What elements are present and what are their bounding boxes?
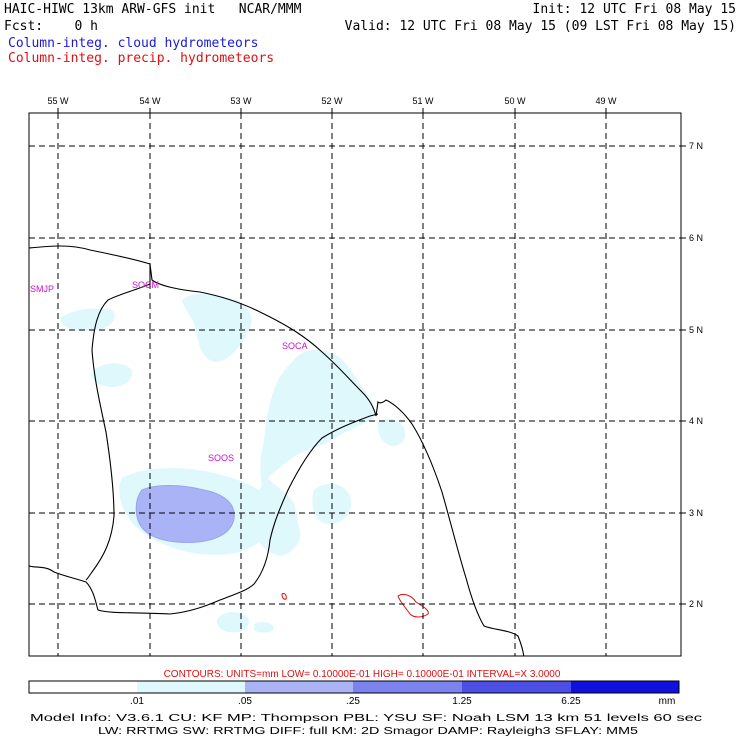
lon-label: 52 W bbox=[321, 96, 343, 106]
cloud-core-shading bbox=[135, 485, 235, 543]
plot-title: HAIC-HIWC 13km ARW-GFS init NCAR/MMM bbox=[4, 2, 302, 17]
lon-label: 49 W bbox=[595, 96, 617, 106]
contour-info: CONTOURS: UNITS=mm LOW= 0.10000E-01 HIGH… bbox=[164, 669, 561, 680]
model-info-line1: Model Info: V3.6.1 CU: KF MP: Thompson P… bbox=[30, 713, 702, 724]
lat-label: 3 N bbox=[689, 508, 703, 518]
colorbar-unit: mm bbox=[659, 696, 676, 707]
lon-label: 53 W bbox=[230, 96, 252, 106]
valid-time: Valid: 12 UTC Fri 08 May 15 (09 LST Fri … bbox=[344, 19, 736, 34]
lat-label: 4 N bbox=[689, 416, 703, 426]
station-label: SOCM bbox=[132, 280, 159, 290]
coastline-borders bbox=[29, 245, 525, 656]
colorbar-label: 1.25 bbox=[452, 696, 472, 707]
colorbar-label: 6.25 bbox=[561, 696, 581, 707]
latlon-grid bbox=[29, 113, 681, 656]
cloud-field-label: Column-integ. cloud hydrometeors bbox=[8, 36, 259, 51]
lat-label: 5 N bbox=[689, 325, 703, 335]
lat-label: 7 N bbox=[689, 141, 703, 151]
colorbar-label: .05 bbox=[238, 696, 252, 707]
lon-label: 55 W bbox=[47, 96, 69, 106]
colorbar-label: .25 bbox=[346, 696, 360, 707]
color-bar bbox=[28, 680, 680, 694]
station-label: SOOS bbox=[208, 453, 234, 463]
init-time: Init: 12 UTC Fri 08 May 15 bbox=[532, 2, 737, 17]
precip-contours bbox=[281, 593, 429, 618]
lon-label: 50 W bbox=[504, 96, 526, 106]
lon-label: 54 W bbox=[139, 96, 161, 106]
station-label: SMJP bbox=[30, 284, 54, 294]
model-info-line2: LW: RRTMG SW: RRTMG DIFF: full KM: 2D Sm… bbox=[98, 726, 639, 737]
frame-ticks bbox=[57, 108, 686, 605]
colorbar-label: .01 bbox=[130, 696, 144, 707]
precip-field-label: Column-integ. precip. hydrometeors bbox=[8, 51, 275, 66]
forecast-hour: Fcst: 0 h bbox=[4, 19, 98, 34]
lon-label: 51 W bbox=[412, 96, 434, 106]
lat-label: 2 N bbox=[689, 599, 703, 609]
lat-label: 6 N bbox=[689, 233, 703, 243]
station-label: SOCA bbox=[282, 341, 308, 351]
